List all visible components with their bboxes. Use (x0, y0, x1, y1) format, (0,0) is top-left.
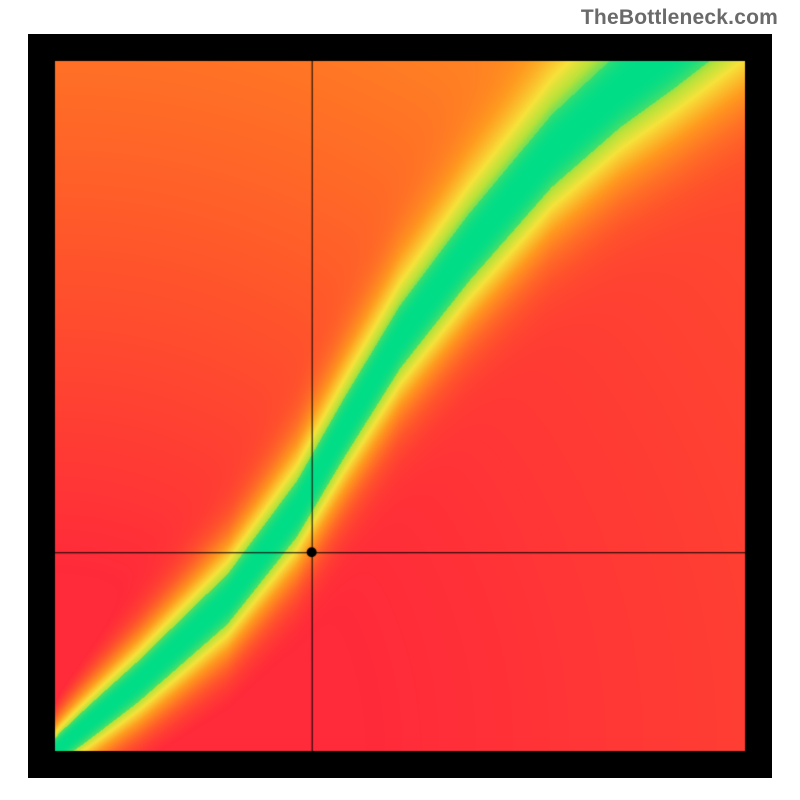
bottleneck-heatmap (28, 34, 772, 778)
attribution-text: TheBottleneck.com (581, 6, 778, 30)
